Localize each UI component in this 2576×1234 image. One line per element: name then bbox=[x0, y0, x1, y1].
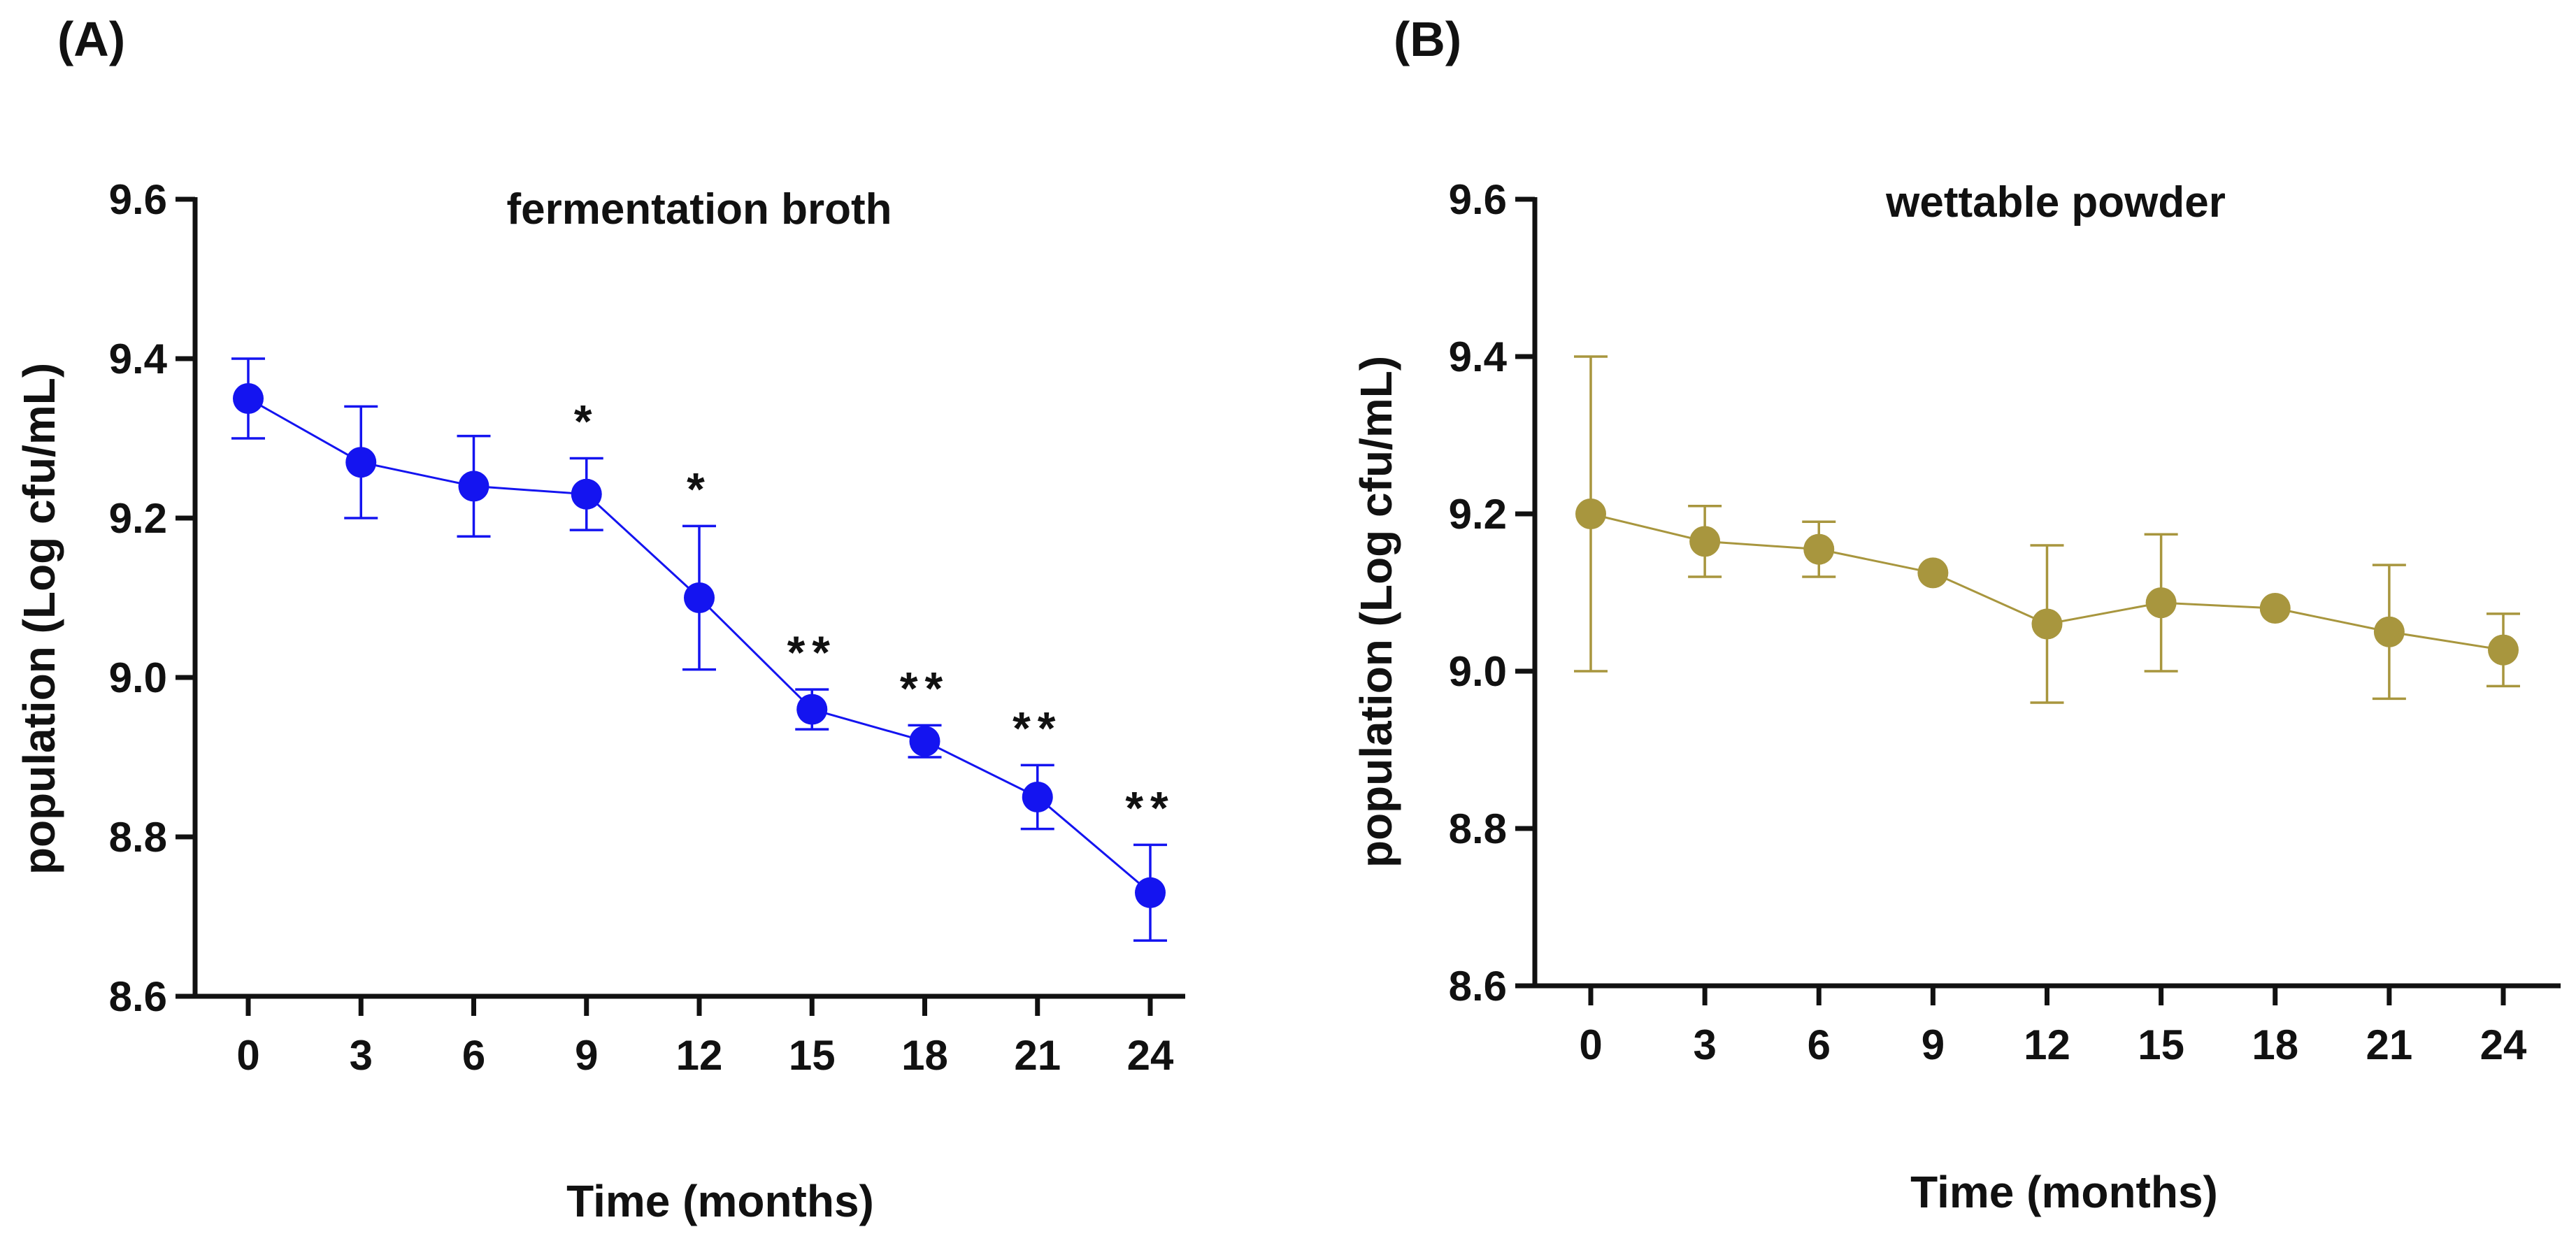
ticks-a: 8.6 8.8 9.0 9.2 9.4 9.6 0 3 6 9 12 15 18 21 24 bbox=[109, 176, 1174, 1079]
x-tick-label: 3 bbox=[350, 1032, 373, 1079]
x-tick-label: 9 bbox=[1922, 1021, 1945, 1068]
x-tick-label: 21 bbox=[1014, 1032, 1061, 1079]
data-point bbox=[1917, 557, 1949, 589]
data-point bbox=[571, 478, 602, 510]
data-point bbox=[796, 694, 828, 725]
x-tick-label: 0 bbox=[1579, 1021, 1602, 1068]
significance-label: ** bbox=[787, 626, 837, 678]
y-tick-label: 8.6 bbox=[1449, 963, 1507, 1010]
chart-title-b: wettable powder bbox=[1885, 178, 2226, 227]
data-point bbox=[1575, 498, 1606, 529]
x-tick-label: 12 bbox=[676, 1032, 723, 1079]
y-tick-label: 9.2 bbox=[109, 495, 167, 542]
x-tick-label: 18 bbox=[901, 1032, 948, 1079]
data-point bbox=[2031, 608, 2063, 640]
y-tick-label: 9.4 bbox=[1449, 333, 1508, 380]
significance-label: ** bbox=[1125, 782, 1175, 833]
x-tick-label: 6 bbox=[462, 1032, 485, 1079]
data-point bbox=[2488, 634, 2519, 666]
y-tick-label: 8.8 bbox=[109, 814, 167, 861]
x-tick-label: 9 bbox=[575, 1032, 598, 1079]
data-point bbox=[2259, 593, 2291, 624]
panel-b: (B) wettable powder population (Log cfu/… bbox=[1351, 12, 2561, 1217]
y-tick-label: 8.8 bbox=[1449, 805, 1507, 852]
x-tick-label: 21 bbox=[2366, 1021, 2413, 1068]
x-axis-label-a: Time (months) bbox=[566, 1176, 874, 1226]
significance-label: ** bbox=[1012, 702, 1062, 754]
x-tick-label: 24 bbox=[1127, 1032, 1174, 1079]
series-b bbox=[1574, 355, 2520, 704]
data-point bbox=[1803, 533, 1835, 565]
y-axis-label-b: population (Log cfu/mL) bbox=[1351, 356, 1401, 868]
data-point bbox=[1135, 877, 1166, 908]
x-tick-label: 18 bbox=[2252, 1021, 2298, 1068]
x-tick-label: 0 bbox=[236, 1032, 259, 1079]
axes-a bbox=[192, 197, 1185, 999]
y-tick-label: 9.2 bbox=[1449, 491, 1507, 538]
y-tick-label: 9.0 bbox=[109, 654, 167, 701]
data-point bbox=[1689, 526, 1721, 557]
y-axis-label-a: population (Log cfu/mL) bbox=[14, 363, 64, 875]
x-tick-label: 24 bbox=[2480, 1021, 2527, 1068]
y-tick-label: 9.6 bbox=[109, 176, 167, 223]
panel-label-a: (A) bbox=[57, 12, 125, 66]
y-tick-label: 9.0 bbox=[1449, 648, 1507, 695]
data-point bbox=[2373, 616, 2405, 647]
x-tick-label: 6 bbox=[1808, 1021, 1831, 1068]
data-point bbox=[458, 471, 489, 502]
y-tick-label: 9.4 bbox=[109, 336, 168, 382]
panel-label-b: (B) bbox=[1394, 12, 1461, 66]
data-point bbox=[2145, 587, 2177, 619]
data-point bbox=[909, 726, 940, 757]
x-tick-label: 3 bbox=[1693, 1021, 1716, 1068]
series-a: ********** bbox=[231, 357, 1175, 942]
x-tick-label: 12 bbox=[2024, 1021, 2070, 1068]
ticks-b: 8.6 8.8 9.0 9.2 9.4 9.6 0 3 6 9 12 15 18 21 24 bbox=[1449, 176, 2527, 1068]
data-point bbox=[233, 383, 264, 414]
data-point bbox=[345, 447, 377, 478]
chart-title-a: fermentation broth bbox=[506, 185, 892, 234]
significance-label: * bbox=[687, 463, 712, 515]
significance-label: * bbox=[574, 396, 599, 447]
x-axis-label-b: Time (months) bbox=[1910, 1167, 2218, 1217]
panel-a: (A) fermentation broth population (Log c… bbox=[14, 12, 1185, 1226]
x-tick-label: 15 bbox=[789, 1032, 836, 1079]
significance-label: ** bbox=[900, 662, 950, 714]
data-point bbox=[1022, 782, 1053, 812]
x-tick-label: 15 bbox=[2138, 1021, 2184, 1068]
y-tick-label: 8.6 bbox=[109, 973, 167, 1020]
data-point bbox=[684, 582, 715, 613]
y-tick-label: 9.6 bbox=[1449, 176, 1507, 223]
